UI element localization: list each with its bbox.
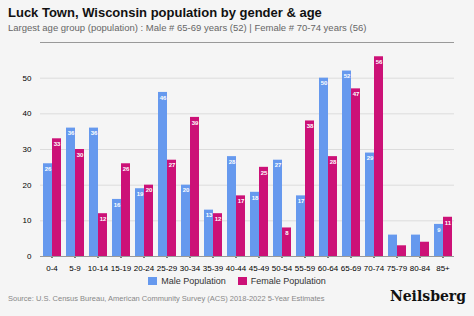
html-text:Neilsberg: Neilsberg <box>389 288 466 304</box>
svg-text:50-54: 50-54 <box>272 264 293 273</box>
svg-text:0-4: 0-4 <box>46 264 58 273</box>
svg-text:12: 12 <box>100 216 107 222</box>
html-text:Largest age group (population): Largest age group (population) : Male # … <box>8 22 367 33</box>
svg-text:40: 40 <box>23 109 32 118</box>
svg-text:36: 36 <box>68 130 75 136</box>
svg-text:5-9: 5-9 <box>69 264 81 273</box>
svg-text:80-84: 80-84 <box>410 264 431 273</box>
svg-text:35-39: 35-39 <box>203 264 224 273</box>
svg-text:47: 47 <box>353 91 360 97</box>
svg-text:16: 16 <box>114 202 121 208</box>
svg-text:20: 20 <box>23 181 32 190</box>
svg-text:50: 50 <box>23 74 32 83</box>
html-text:Source: U.S. Census Bureau, Am: Source: U.S. Census Bureau, American Com… <box>8 294 325 303</box>
svg-text:10: 10 <box>23 216 32 225</box>
svg-text:36: 36 <box>91 130 98 136</box>
svg-text:20-24: 20-24 <box>134 264 155 273</box>
svg-text:60-64: 60-64 <box>318 264 339 273</box>
svg-text:30: 30 <box>23 145 32 154</box>
svg-text:55-59: 55-59 <box>295 264 316 273</box>
svg-text:10-14: 10-14 <box>88 264 109 273</box>
svg-text:0: 0 <box>27 252 32 261</box>
svg-text:19: 19 <box>137 191 144 197</box>
svg-text:75-79: 75-79 <box>387 264 408 273</box>
svg-text:52: 52 <box>344 73 351 79</box>
svg-text:56: 56 <box>376 59 383 65</box>
svg-text:33: 33 <box>54 141 61 147</box>
svg-text:18: 18 <box>252 195 259 201</box>
svg-text:11: 11 <box>445 220 452 226</box>
svg-text:46: 46 <box>160 95 167 101</box>
svg-text:29: 29 <box>367 155 374 161</box>
svg-text:25-29: 25-29 <box>157 264 178 273</box>
svg-text:27: 27 <box>275 162 282 168</box>
svg-text:9: 9 <box>437 227 441 233</box>
svg-text:13: 13 <box>206 212 213 218</box>
html-text:Male Population: Male Population <box>161 276 226 286</box>
svg-text:27: 27 <box>169 162 176 168</box>
svg-text:65-69: 65-69 <box>341 264 362 273</box>
svg-text:38: 38 <box>307 123 314 129</box>
svg-text:39: 39 <box>192 120 199 126</box>
svg-text:20: 20 <box>146 187 153 193</box>
svg-text:85+: 85+ <box>436 264 450 273</box>
svg-text:26: 26 <box>123 166 130 172</box>
svg-text:28: 28 <box>330 159 337 165</box>
svg-text:45-49: 45-49 <box>249 264 270 273</box>
svg-text:70-74: 70-74 <box>364 264 385 273</box>
html-text:Luck Town, Wisconsin populatio: Luck Town, Wisconsin population by gende… <box>8 5 322 20</box>
svg-text:28: 28 <box>229 159 236 165</box>
svg-text:12: 12 <box>215 216 222 222</box>
svg-text:8: 8 <box>285 230 289 236</box>
svg-text:26: 26 <box>45 166 52 172</box>
svg-text:30: 30 <box>77 152 84 158</box>
svg-text:40-44: 40-44 <box>226 264 247 273</box>
html-text:Female Population: Female Population <box>250 276 326 286</box>
svg-text:17: 17 <box>298 198 305 204</box>
svg-text:50: 50 <box>321 80 328 86</box>
svg-text:15-19: 15-19 <box>111 264 132 273</box>
svg-text:20: 20 <box>183 187 190 193</box>
svg-text:17: 17 <box>238 198 245 204</box>
svg-text:30-34: 30-34 <box>180 264 201 273</box>
svg-text:25: 25 <box>261 170 268 176</box>
